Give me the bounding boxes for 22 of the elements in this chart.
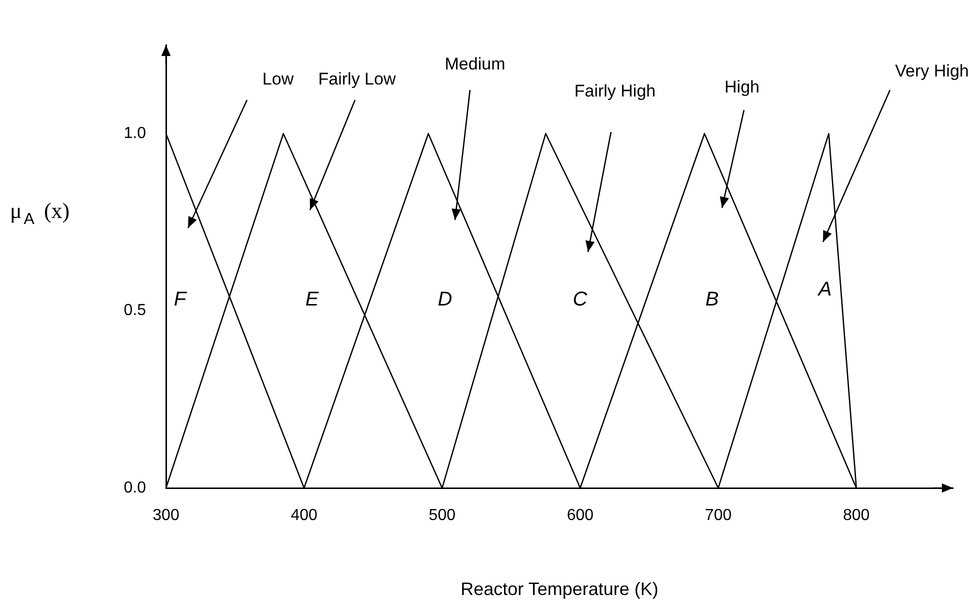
annotation: F — [174, 288, 188, 311]
annotation: C — [572, 288, 588, 311]
x-tick-label: 700 — [704, 507, 732, 524]
annotation: E — [305, 288, 320, 311]
annotation: D — [438, 288, 452, 311]
y-tick-label: 0.5 — [124, 302, 146, 320]
annotation: A — [817, 278, 832, 301]
annotation: Fairly High — [574, 82, 656, 101]
y-tick-label: 1.0 — [124, 125, 146, 142]
y-tick-label: 0.0 — [124, 479, 146, 496]
annotation: Very High — [895, 62, 969, 81]
annotation: Low — [262, 70, 294, 89]
annotation: B — [705, 288, 719, 311]
annotation: Fairly Low — [318, 70, 396, 89]
x-tick-label: 500 — [428, 507, 456, 524]
annotation: Medium — [444, 54, 506, 74]
x-axis-title: Reactor Temperature (K) — [460, 579, 658, 600]
x-tick-label: 600 — [566, 507, 594, 524]
annotation: High — [724, 78, 760, 97]
x-tick-label: 400 — [290, 507, 318, 524]
x-tick-label: 800 — [843, 507, 870, 524]
x-tick-label: 300 — [152, 507, 180, 524]
